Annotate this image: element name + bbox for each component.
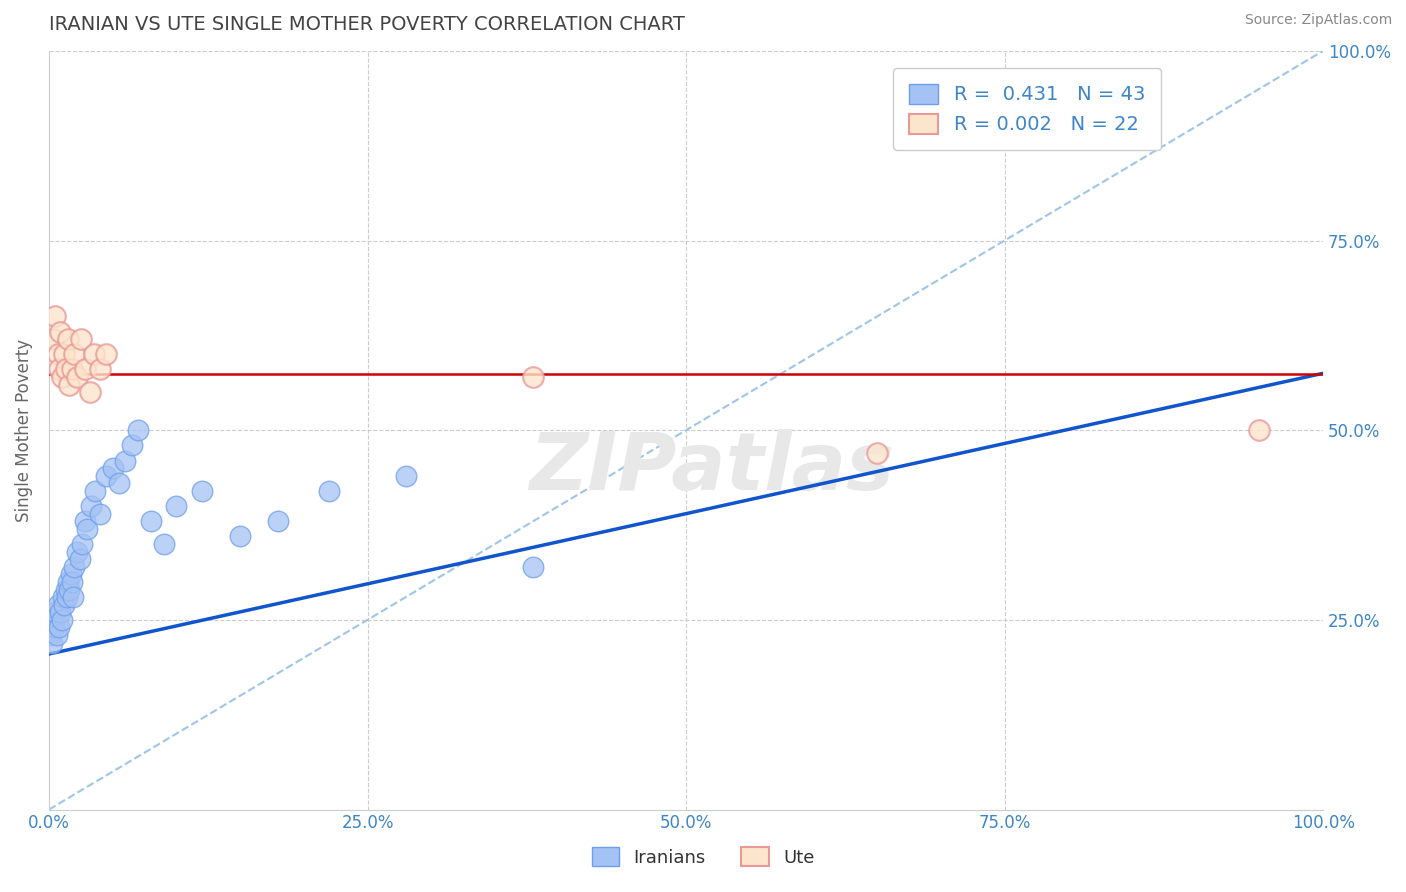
Point (60, 574, 83, 589)
Point (1249, 423, 1271, 437)
Point (60, 362, 83, 376)
Point (48, 362, 70, 376)
Point (58, 377, 80, 392)
Point (96, 347, 118, 361)
Text: IRANIAN VS UTE SINGLE MOTHER POVERTY CORRELATION CHART: IRANIAN VS UTE SINGLE MOTHER POVERTY COR… (49, 15, 685, 34)
Legend: R =  0.431   N = 43, R = 0.002   N = 22: R = 0.431 N = 43, R = 0.002 N = 22 (893, 68, 1160, 150)
Point (191, 483, 214, 498)
Point (108, 476, 131, 491)
Point (101, 461, 124, 475)
Point (165, 499, 187, 513)
Point (51, 613, 73, 627)
Point (73, 362, 96, 376)
Point (39, 628, 62, 642)
Point (66, 544, 89, 558)
Legend: Iranians, Ute: Iranians, Ute (585, 840, 821, 874)
Point (42, 332, 65, 346)
Point (44, 605, 66, 619)
Point (89, 507, 111, 521)
Point (42, 620, 65, 634)
Point (267, 514, 290, 528)
Point (45, 628, 67, 642)
Point (127, 423, 149, 437)
Point (318, 483, 340, 498)
Point (76, 522, 98, 536)
Y-axis label: Single Mother Poverty: Single Mother Poverty (15, 339, 32, 522)
Point (56, 332, 79, 346)
Point (49, 605, 72, 619)
Point (395, 468, 418, 483)
Point (46, 347, 69, 361)
Point (52, 590, 75, 604)
Point (55, 362, 77, 376)
Point (44, 310, 66, 324)
Point (114, 453, 136, 467)
Point (79, 385, 101, 400)
Point (83, 483, 105, 498)
Point (83, 347, 105, 361)
Point (70, 537, 93, 551)
Point (56, 574, 79, 589)
Point (59, 567, 82, 582)
Point (121, 438, 143, 452)
Point (866, 446, 889, 460)
Point (55, 582, 77, 597)
Point (152, 537, 174, 551)
Point (63, 559, 86, 574)
Point (73, 514, 96, 528)
Point (53, 347, 76, 361)
Point (522, 370, 544, 384)
Point (89, 362, 111, 376)
Point (63, 347, 86, 361)
Point (46, 598, 69, 612)
Point (139, 514, 162, 528)
Point (58, 582, 80, 597)
Point (42, 613, 65, 627)
Point (229, 529, 252, 543)
Point (80, 499, 103, 513)
Point (56, 590, 79, 604)
Point (51, 370, 73, 384)
Point (48, 620, 70, 634)
Text: ZIPatlas: ZIPatlas (529, 429, 894, 508)
Point (69, 332, 91, 346)
Point (69, 552, 91, 566)
Text: Source: ZipAtlas.com: Source: ZipAtlas.com (1244, 13, 1392, 28)
Point (96, 468, 118, 483)
Point (66, 370, 89, 384)
Point (53, 598, 76, 612)
Point (41, 635, 63, 649)
Point (62, 590, 84, 604)
Point (49, 325, 72, 339)
Point (522, 559, 544, 574)
